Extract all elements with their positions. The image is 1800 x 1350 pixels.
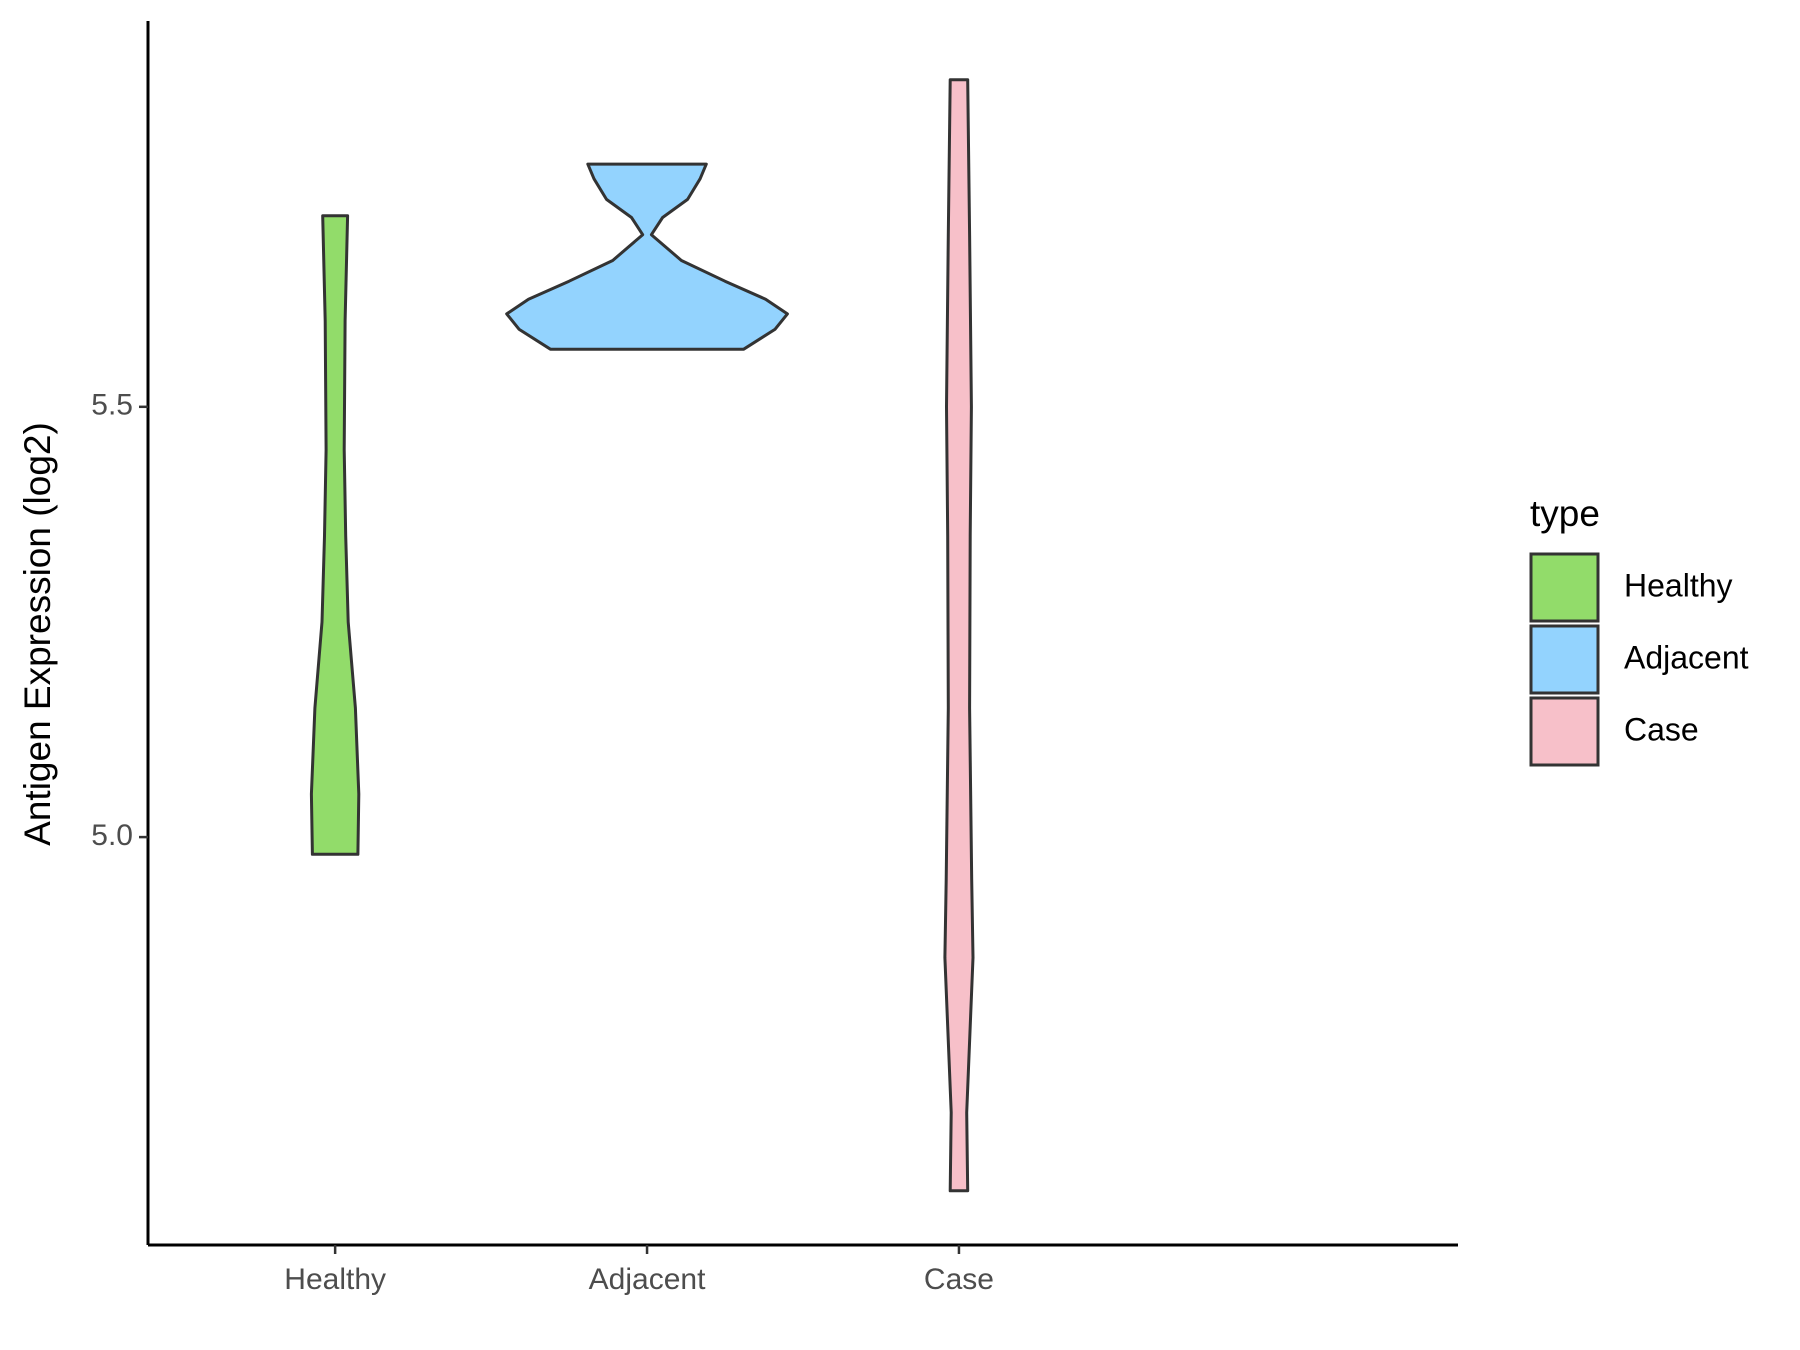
violin — [943, 78, 975, 1193]
y-axis-title: Antigen Expression (log2) — [17, 422, 58, 846]
violin — [505, 162, 789, 351]
violin — [309, 214, 361, 856]
legend-label: Case — [1624, 711, 1699, 747]
legend-key — [1529, 624, 1600, 695]
legend-label: Adjacent — [1624, 639, 1749, 675]
x-tick-label: Healthy — [284, 1263, 386, 1296]
legend-key — [1529, 696, 1600, 767]
y-tick-label: 5.0 — [91, 819, 133, 852]
x-tick-label: Case — [924, 1263, 994, 1296]
legend-label: Healthy — [1624, 567, 1733, 603]
legend-key — [1529, 552, 1600, 623]
legend-title: type — [1530, 493, 1600, 534]
x-tick-label: Adjacent — [589, 1263, 706, 1296]
y-tick-label: 5.5 — [91, 389, 133, 422]
